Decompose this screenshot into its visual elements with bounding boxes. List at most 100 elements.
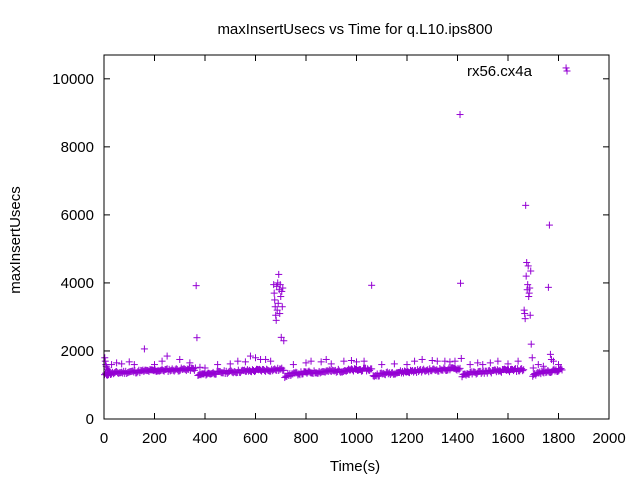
data-point (524, 262, 532, 270)
data-point (275, 270, 283, 278)
data-point (192, 282, 200, 290)
data-point (106, 368, 114, 376)
data-point (140, 345, 148, 353)
legend-marker-symbol (563, 67, 571, 75)
data-point (276, 310, 284, 318)
data-point (278, 303, 286, 311)
data-point (226, 360, 234, 368)
x-tick-label: 1000 (340, 430, 373, 447)
data-point (176, 355, 184, 363)
data-point (525, 293, 533, 301)
data-point (322, 355, 330, 363)
data-point (118, 360, 126, 368)
data-point (504, 360, 512, 368)
x-tick-label: 600 (243, 430, 268, 447)
data-point (528, 354, 536, 362)
data-point (317, 358, 325, 366)
data-point (105, 367, 113, 375)
data-point (441, 357, 449, 365)
data-point (456, 111, 464, 119)
data-point (158, 357, 166, 365)
data-point (234, 357, 242, 365)
data-point (457, 279, 465, 287)
x-tick-label: 800 (293, 430, 318, 447)
data-point (522, 272, 530, 280)
data-point (125, 358, 133, 366)
data-point (433, 357, 441, 365)
data-point (527, 267, 535, 275)
data-point (262, 355, 270, 363)
data-point (544, 283, 552, 291)
legend-label: rx56.cx4a (467, 63, 533, 80)
y-axis-title: maxInsertUsecs (7, 186, 24, 294)
data-point (278, 287, 286, 295)
data-point (526, 311, 534, 319)
y-tick-label: 4000 (61, 275, 94, 292)
data-point (340, 357, 348, 365)
data-point (130, 361, 138, 369)
data-point (558, 366, 566, 374)
data-point (302, 359, 310, 367)
legend: rx56.cx4a (467, 63, 571, 80)
data-point (428, 356, 436, 364)
data-point (539, 362, 547, 370)
data-point (519, 367, 527, 375)
x-tick-label: 2000 (592, 430, 625, 447)
data-point (474, 359, 482, 367)
data-point (368, 365, 376, 373)
x-axis: 0 200 400 600 800 1000 1200 1400 1600 1800 2000 (100, 55, 626, 447)
data-point (201, 364, 209, 372)
data-point (514, 357, 522, 365)
data-point (163, 352, 171, 360)
data-point (307, 357, 315, 365)
data-point (241, 358, 249, 366)
y-tick-label: 2000 (61, 343, 94, 360)
data-point (289, 361, 297, 369)
data-point (272, 311, 280, 319)
data-point (522, 201, 530, 209)
data-point (456, 364, 464, 372)
data-point (479, 361, 487, 369)
data-point (523, 259, 531, 267)
data-point (113, 359, 121, 367)
data-point (277, 293, 285, 301)
data-point (186, 359, 194, 367)
data-point (390, 360, 398, 368)
x-tick-label: 200 (142, 430, 167, 447)
data-point (557, 365, 565, 373)
data-point (529, 364, 537, 372)
data-point (327, 360, 335, 368)
data-point (279, 284, 287, 292)
data-point (457, 354, 465, 362)
data-point (520, 366, 528, 374)
data-point (101, 354, 109, 362)
data-point (378, 361, 386, 369)
data-point (525, 289, 533, 297)
data-point (549, 357, 557, 365)
x-tick-label: 1200 (390, 430, 423, 447)
y-tick-label: 6000 (61, 207, 94, 224)
data-point (486, 359, 494, 367)
data-point (353, 358, 360, 366)
data-point (270, 289, 278, 297)
x-axis-title: Time(s) (330, 458, 380, 475)
plot-points (101, 64, 570, 382)
x-tick-label: 1400 (441, 430, 474, 447)
data-point (562, 64, 570, 72)
data-point (546, 350, 554, 358)
data-point (196, 363, 204, 371)
data-point (521, 310, 529, 318)
chart-title: maxInsertUsecs vs Time for q.L10.ips800 (217, 21, 492, 38)
data-point (545, 221, 553, 229)
data-point (214, 361, 222, 369)
data-point (466, 361, 474, 369)
data-point (280, 366, 288, 374)
legend-marker (563, 67, 571, 75)
data-point (267, 357, 275, 365)
data-point (446, 358, 454, 366)
data-point (521, 315, 529, 323)
data-point (555, 361, 562, 369)
data-point (368, 281, 376, 289)
data-point (270, 281, 278, 289)
data-point (108, 361, 116, 369)
